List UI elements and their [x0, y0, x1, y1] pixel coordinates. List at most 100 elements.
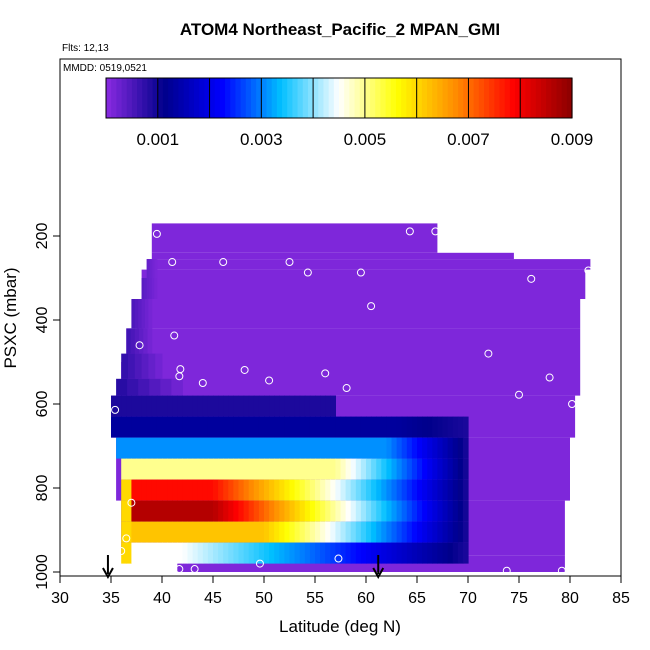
heatmap-cell: [360, 458, 367, 480]
heatmap-cell: [340, 416, 347, 438]
heatmap-cell: [284, 479, 291, 501]
heatmap-cell: [160, 378, 172, 396]
heatmap-cell: [442, 458, 449, 480]
heatmap-cell: [197, 395, 204, 417]
heatmap-cell: [126, 416, 132, 438]
heatmap-cell: [422, 521, 428, 543]
heatmap-cell: [162, 521, 168, 543]
y-tick-label: 800: [34, 475, 51, 502]
heatmap-cell: [233, 500, 240, 522]
heatmap-cell: [315, 521, 321, 543]
colorbar-segment: [126, 78, 133, 118]
heatmap-cell: [437, 416, 444, 438]
x-tick-label: 35: [102, 590, 120, 607]
heatmap-cell: [411, 542, 418, 564]
heatmap-cell: [202, 479, 209, 501]
colorbar-segment: [546, 78, 552, 118]
heatmap-cell: [248, 542, 255, 564]
heatmap-cell: [253, 437, 260, 459]
heatmap-cell: [432, 416, 438, 438]
sample-point: [484, 349, 493, 358]
heatmap-cell: [258, 542, 265, 564]
heatmap-cell: [131, 299, 136, 329]
heatmap-cell: [213, 458, 219, 480]
heatmap-cell: [274, 500, 280, 522]
sample-point: [367, 302, 376, 311]
sample-point: [152, 229, 161, 238]
heatmap-cell: [187, 458, 194, 480]
heatmap-cell: [417, 500, 423, 522]
heatmap-cell: [248, 437, 255, 459]
heatmap-cell: [228, 500, 234, 522]
heatmap-cell: [248, 479, 255, 501]
heatmap-cell: [355, 437, 362, 459]
heatmap-cell: [233, 542, 240, 564]
heatmap-cell: [177, 479, 183, 501]
colorbar-segment: [307, 78, 314, 118]
colorbar-segment: [344, 78, 350, 118]
heatmap-cell: [320, 458, 326, 480]
heatmap-cell: [401, 416, 408, 438]
heatmap-cell: [289, 458, 296, 480]
sample-point: [117, 547, 126, 555]
heatmap-cell: [182, 479, 189, 501]
heatmap-cell: [136, 458, 143, 480]
heatmap-cell: [207, 458, 214, 480]
heatmap-cell: [309, 521, 316, 543]
heatmap-cell: [437, 479, 444, 501]
colorbar-frame: [105, 77, 573, 119]
sample-point: [455, 240, 464, 249]
heatmap-cell: [406, 521, 413, 543]
heatmap-cell: [304, 500, 311, 522]
colorbar-segment: [111, 78, 117, 118]
heatmap-cell: [243, 500, 250, 522]
heatmap-cell: [243, 542, 250, 564]
x-tick-label: 75: [510, 590, 528, 607]
heatmap-cell: [462, 437, 469, 459]
heatmap-cell: [130, 328, 136, 354]
heatmap-cell: [131, 500, 138, 522]
colorbar-segment: [458, 78, 464, 118]
heatmap-cell: [371, 500, 377, 522]
heatmap-cell: [330, 542, 336, 564]
heatmap-cell: [437, 500, 444, 522]
heatmap-cell: [452, 437, 459, 459]
colorbar-segment: [318, 78, 325, 118]
heatmap-cell: [422, 542, 428, 564]
heatmap-cell: [151, 395, 158, 417]
heatmap-cell: [284, 500, 291, 522]
colorbar-segment: [225, 78, 231, 118]
heatmap-cell: [381, 416, 387, 438]
heatmap-cell: [320, 395, 326, 417]
heatmap-cell: [381, 437, 387, 459]
heatmap-cell: [417, 416, 423, 438]
heatmap-cell: [406, 437, 413, 459]
heatmap-cell: [264, 521, 270, 543]
sample-point: [342, 384, 351, 393]
heatmap-cell: [264, 416, 270, 438]
heatmap-cell: [401, 458, 408, 480]
heatmap-cell: [294, 500, 301, 522]
heatmap-cell: [442, 542, 449, 564]
heatmap-cell: [238, 395, 245, 417]
heatmap-cell: [248, 395, 255, 417]
heatmap-cell: [422, 458, 428, 480]
heatmap-cell: [192, 458, 199, 480]
heatmap-cell: [177, 521, 183, 543]
heatmap-cell: [320, 542, 326, 564]
heatmap-cell: [192, 479, 199, 501]
heatmap-cell: [427, 416, 433, 438]
heatmap-cell: [177, 458, 183, 480]
heatmap-cell: [126, 500, 132, 522]
heatmap-cell: [126, 328, 581, 362]
heatmap-cell: [330, 416, 336, 438]
colorbar-segment: [452, 78, 459, 118]
heatmap-cell: [126, 542, 132, 564]
heatmap-cell: [172, 542, 178, 564]
colorbar-tick-label: 0.001: [137, 130, 180, 149]
heatmap-cell: [218, 479, 224, 501]
colorbar-segment: [375, 78, 382, 118]
heatmap-cell: [340, 437, 347, 459]
heatmap-cell: [432, 458, 438, 480]
heatmap-cell: [350, 542, 357, 564]
